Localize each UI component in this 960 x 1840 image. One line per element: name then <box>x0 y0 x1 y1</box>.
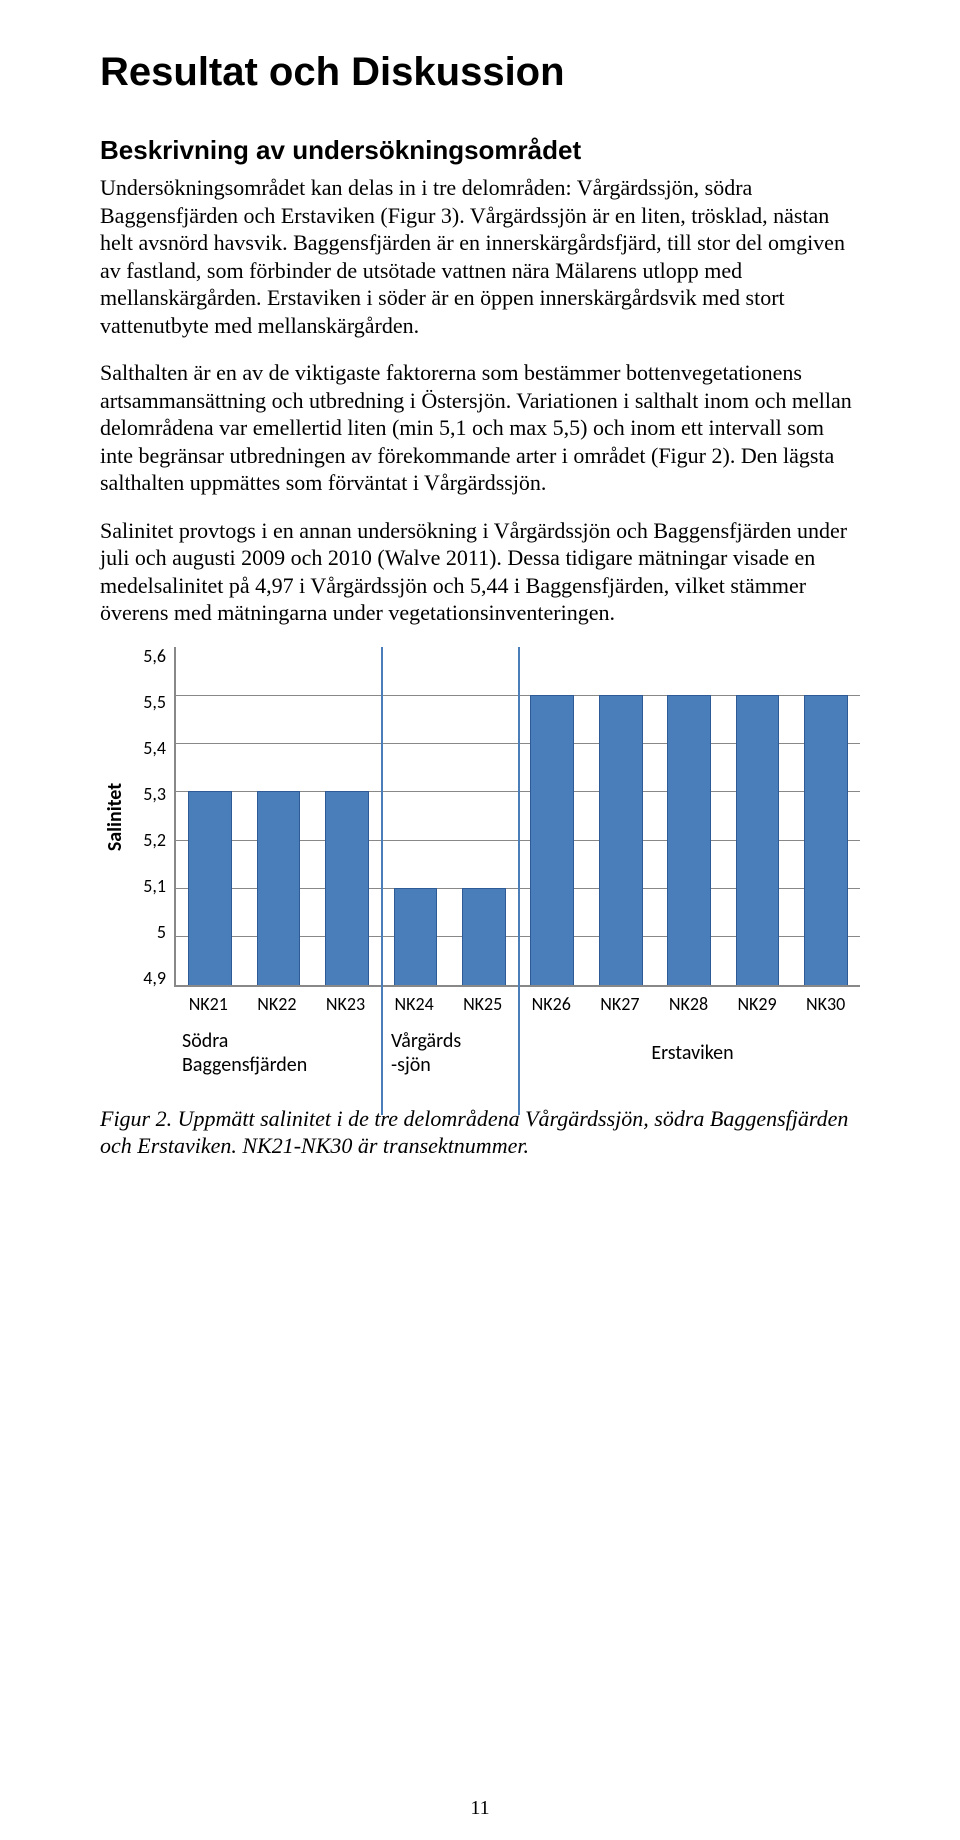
y-tick-label: 5 <box>130 923 166 941</box>
x-tick-label: NK23 <box>311 993 380 1015</box>
bar-slot <box>518 647 586 985</box>
y-axis-label: Salinitet <box>103 782 127 850</box>
y-tick-label: 5,2 <box>130 831 166 849</box>
y-tick-label: 5,6 <box>130 647 166 665</box>
paragraph-3: Salinitet provtogs i en annan undersökni… <box>100 517 860 627</box>
x-axis-ticks: NK21NK22NK23NK24NK25NK26NK27NK28NK29NK30 <box>174 987 860 1015</box>
y-tick-label: 5,4 <box>130 739 166 757</box>
bar-slot <box>655 647 723 985</box>
page-number: 11 <box>0 1797 960 1820</box>
x-tick-label: NK25 <box>448 993 517 1015</box>
group-label-erstaviken: Erstaviken <box>525 1029 860 1077</box>
x-tick-label: NK26 <box>517 993 586 1015</box>
bar-slot <box>176 647 244 985</box>
section-subtitle: Beskrivning av undersökningsområdet <box>100 135 860 166</box>
group-separator <box>518 647 520 1115</box>
bar <box>257 791 301 984</box>
bar <box>325 791 369 984</box>
x-tick-label: NK24 <box>380 993 449 1015</box>
bar-slot <box>244 647 312 985</box>
bar <box>667 695 711 985</box>
group-separator <box>381 647 383 1115</box>
paragraph-2: Salthalten är en av de viktigaste faktor… <box>100 359 860 497</box>
bar <box>530 695 574 985</box>
y-axis-ticks: 5,6 5,5 5,4 5,3 5,2 5,1 5 4,9 <box>130 647 174 987</box>
bar <box>736 695 780 985</box>
bar <box>188 791 232 984</box>
x-tick-label: NK21 <box>174 993 243 1015</box>
bar-slot <box>381 647 449 985</box>
y-axis-label-col: Salinitet <box>100 647 130 987</box>
y-tick-label: 5,5 <box>130 693 166 711</box>
bar <box>804 695 848 985</box>
x-tick-label: NK30 <box>791 993 860 1015</box>
bar <box>394 888 438 985</box>
group-label-sodra-baggensfjarden: SödraBaggensfjärden <box>174 1029 383 1077</box>
bar <box>599 695 643 985</box>
chart-plot-area <box>174 647 860 987</box>
x-tick-label: NK29 <box>723 993 792 1015</box>
y-tick-label: 4,9 <box>130 969 166 987</box>
x-tick-label: NK28 <box>654 993 723 1015</box>
chart-plot: Salinitet 5,6 5,5 5,4 5,3 5,2 5,1 5 4,9 <box>100 647 860 987</box>
bar-slot <box>723 647 791 985</box>
x-tick-label: NK22 <box>243 993 312 1015</box>
y-tick-label: 5,3 <box>130 785 166 803</box>
y-tick-label: 5,1 <box>130 877 166 895</box>
chart-group-labels: SödraBaggensfjärden Vårgärds-sjön Erstav… <box>174 1015 860 1077</box>
group-label-vargardssjon: Vårgärds-sjön <box>383 1029 525 1077</box>
bar-slot <box>792 647 860 985</box>
bar-slot <box>450 647 518 985</box>
figure-caption: Figur 2. Uppmätt salinitet i de tre delo… <box>100 1105 860 1160</box>
page-title: Resultat och Diskussion <box>100 50 860 95</box>
bar-slot <box>313 647 381 985</box>
salinity-chart: Salinitet 5,65,55,45,35,25,154,9 NK21NK2… <box>100 647 860 1077</box>
x-tick-label: NK27 <box>586 993 655 1015</box>
bar-slot <box>586 647 654 985</box>
bar <box>462 888 506 985</box>
paragraph-1: Undersökningsområdet kan delas in i tre … <box>100 174 860 339</box>
